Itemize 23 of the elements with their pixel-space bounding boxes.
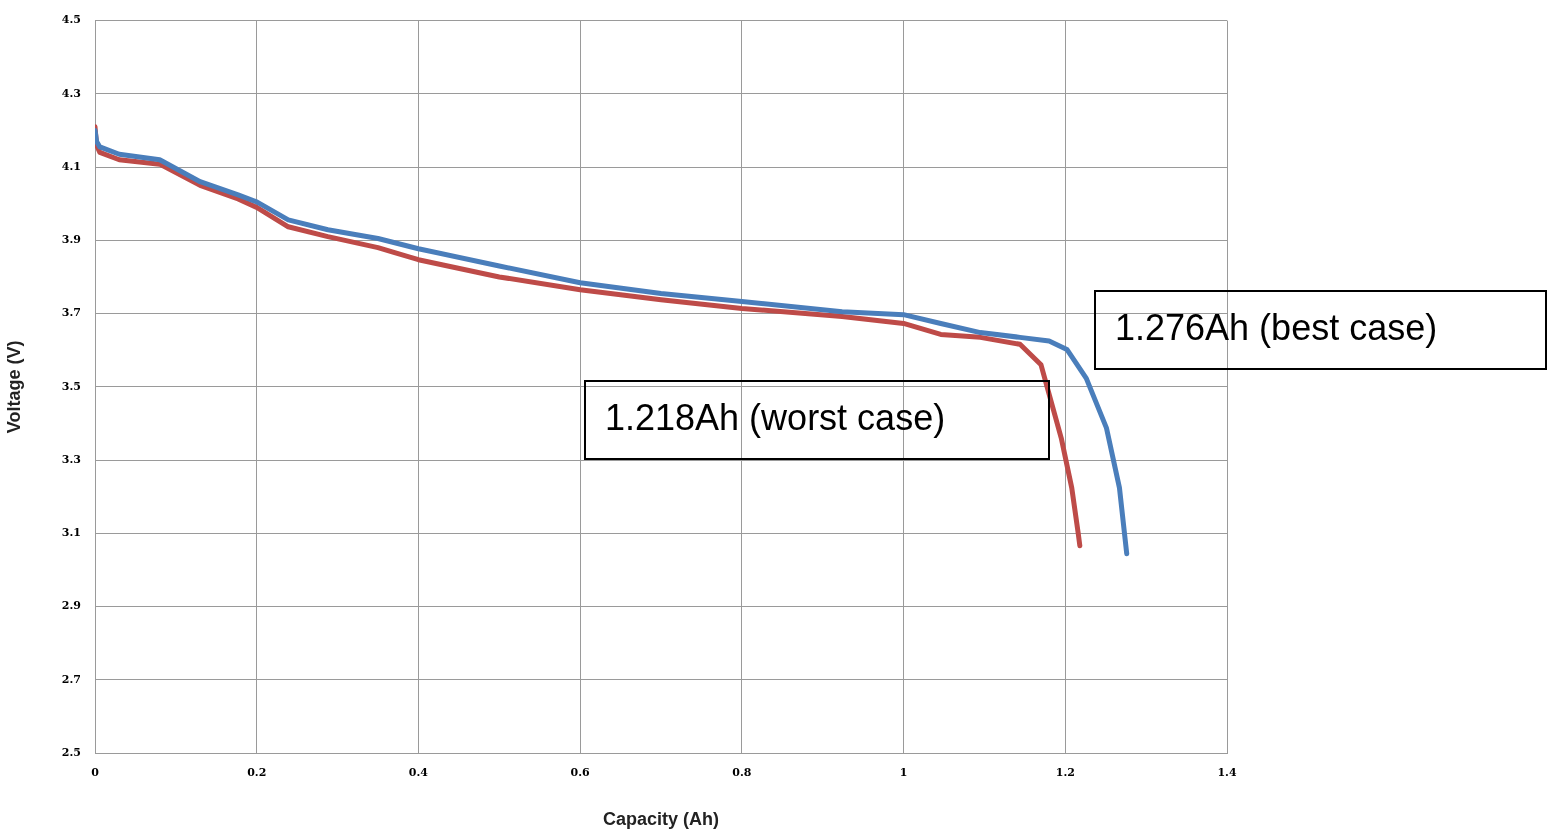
x-tick-label: 0 — [91, 766, 100, 780]
y-tick-label: 3.3 — [61, 452, 81, 466]
x-tick-label: 1.2 — [1055, 766, 1075, 780]
y-tick-label: 3.1 — [61, 526, 81, 540]
x-tick-label: 0.2 — [247, 766, 267, 780]
x-tick-label: 0.8 — [732, 766, 752, 780]
annotation: 1.218Ah (worst case) — [605, 396, 946, 438]
annotation: 1.276Ah (best case) — [1115, 306, 1438, 348]
y-axis-title: Voltage (V) — [3, 340, 24, 434]
y-tick-label: 2.5 — [61, 745, 81, 759]
y-tick-label: 2.7 — [61, 672, 81, 686]
y-tick-label: 4.5 — [61, 13, 81, 27]
y-tick-label: 3.7 — [61, 306, 81, 320]
y-tick-label: 3.5 — [61, 379, 81, 393]
x-tick-label: 1 — [899, 766, 908, 780]
x-axis-title: Capacity (Ah) — [602, 809, 720, 830]
y-tick-label: 2.9 — [61, 599, 81, 613]
x-tick-label: 1.4 — [1217, 766, 1237, 780]
y-tick-label: 4.1 — [61, 159, 81, 173]
x-tick-label: 0.4 — [408, 766, 429, 780]
x-tick-label: 0.6 — [570, 766, 591, 780]
y-tick-label: 4.3 — [61, 86, 81, 100]
y-tick-label: 3.9 — [61, 233, 81, 247]
